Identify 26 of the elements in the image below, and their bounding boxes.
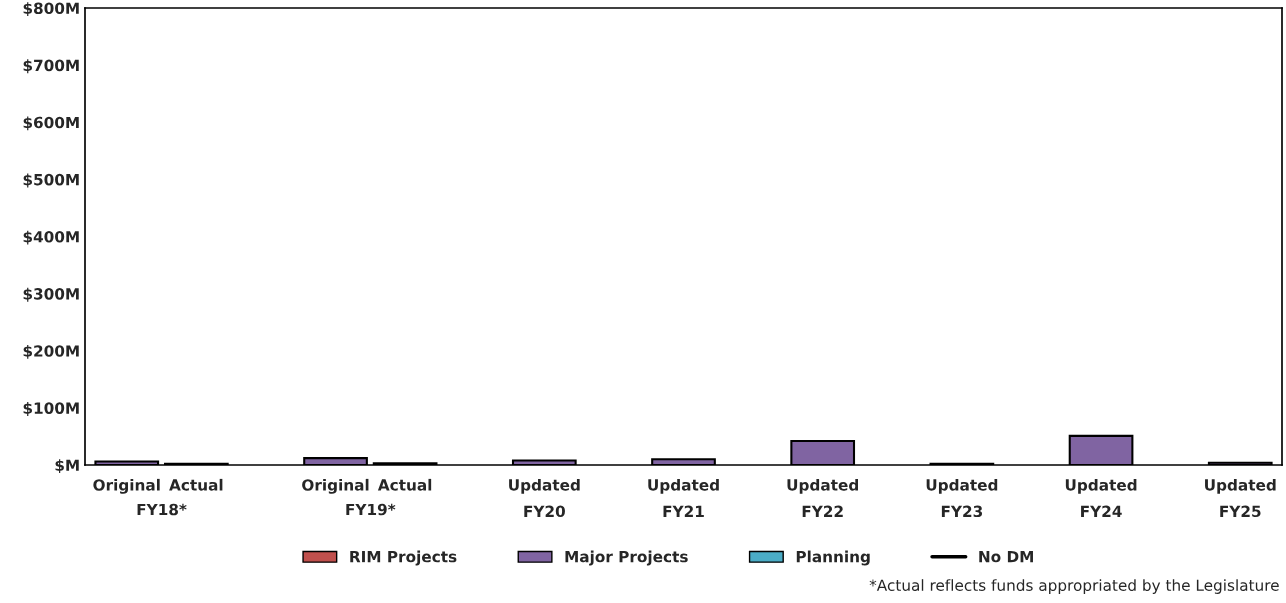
x-tick-label: Updated FY23 — [926, 478, 998, 518]
y-tick-label: $M — [55, 459, 79, 474]
y-tick-label: $700M — [23, 59, 79, 74]
y-tick-label: $400M — [23, 230, 79, 245]
x-tick-label: Actual — [169, 478, 223, 491]
legend-label: RIM Projects — [350, 550, 457, 566]
y-tick-label: $800M — [23, 2, 79, 17]
x-tick-label: Original — [93, 478, 160, 494]
x-tick-label: Updated FY20 — [509, 478, 580, 518]
y-tick-label: $300M — [23, 287, 79, 302]
legend-label: Planning — [796, 550, 870, 566]
y-tick-label: $600M — [23, 116, 79, 131]
text: *Actual reflects funds appropriated by the Legislature — [869, 579, 1279, 594]
x-tick-label: Updated FY21 — [648, 478, 719, 517]
text: FY18* — [137, 503, 187, 516]
legend-label: No DM — [979, 551, 1033, 563]
text: FY19* — [346, 503, 396, 516]
y-tick-label: $500M — [23, 173, 79, 188]
x-tick-label: Updated FY24 — [1065, 478, 1137, 517]
y-tick-label: $100M — [23, 402, 79, 416]
x-tick-label: Updated FY25 — [1205, 478, 1276, 518]
x-tick-label: Updated FY22 — [787, 478, 858, 517]
x-tick-label: Actual — [377, 478, 432, 491]
legend-label: Major Projects — [565, 550, 688, 566]
y-tick-label: $200M — [23, 344, 79, 359]
x-tick-label: Original — [302, 478, 369, 494]
